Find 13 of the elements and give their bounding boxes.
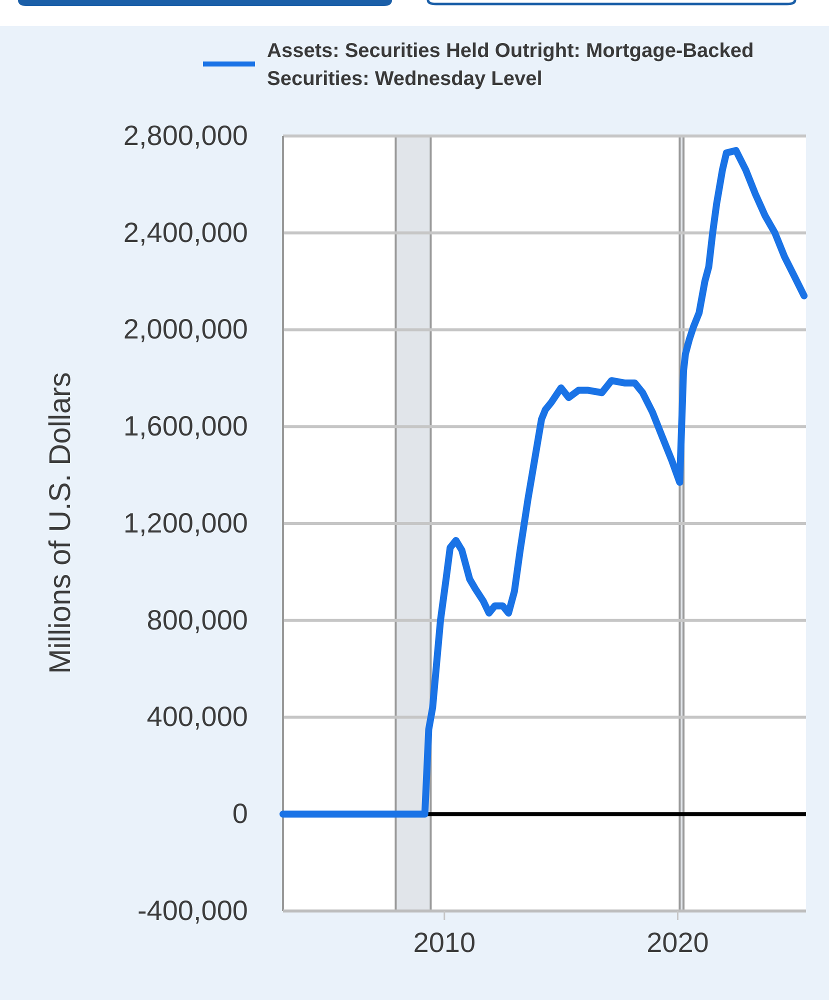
y-tick-label: 2,000,000 (123, 314, 248, 345)
y-tick-label: 1,200,000 (123, 507, 248, 538)
x-tick-label: 2020 (646, 926, 709, 958)
y-tick-label: 2,400,000 (123, 216, 248, 248)
y-axis-title: Millions of U.S. Dollars (44, 372, 77, 674)
y-tick-label: 0 (232, 798, 248, 830)
x-tick-label: 2010 (413, 926, 476, 958)
y-tick-label: 1,600,000 (123, 410, 248, 442)
y-tick-label: 2,800,000 (123, 120, 248, 151)
y-tick-label: 800,000 (146, 604, 248, 636)
y-tick-label: -400,000 (137, 894, 248, 926)
y-tick-label: 400,000 (146, 701, 248, 732)
legend-label: Assets: Securities Held Outright: Mortgage-Backed Securities: Wednesday Level (267, 40, 754, 90)
